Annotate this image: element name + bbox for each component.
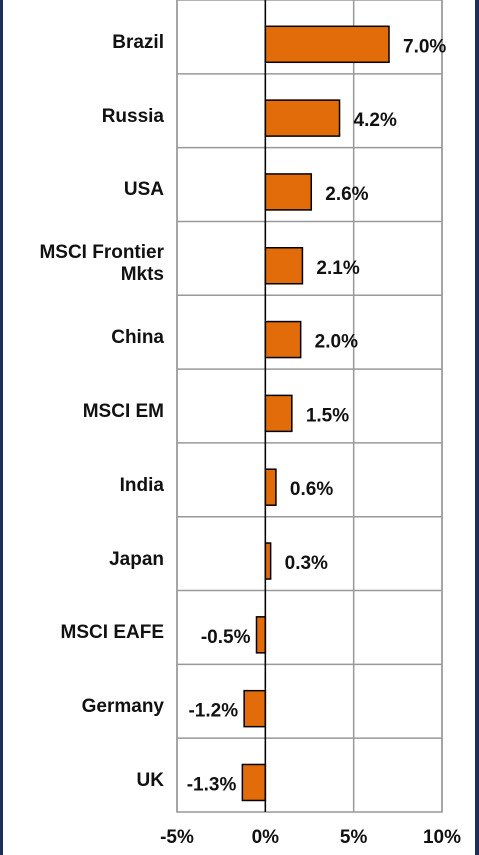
x-tick-label: 10%	[423, 827, 461, 848]
x-tick-label: 5%	[340, 827, 368, 848]
value-label: 7.0%	[403, 36, 446, 57]
bar	[264, 394, 293, 433]
value-label: 2.0%	[315, 332, 358, 353]
bar	[255, 616, 267, 654]
right-border	[475, 0, 479, 855]
category-label: China	[111, 327, 164, 349]
value-label: 0.6%	[290, 479, 333, 500]
category-label: India	[119, 474, 164, 496]
value-label: 2.6%	[325, 184, 368, 205]
bar	[264, 173, 313, 211]
bar	[264, 320, 302, 359]
value-label: -0.5%	[201, 627, 251, 648]
category-label: Germany	[81, 696, 164, 718]
bar	[264, 99, 341, 137]
value-label: 4.2%	[354, 110, 397, 131]
value-label: 0.3%	[285, 553, 328, 574]
bar	[264, 25, 390, 64]
bar	[264, 246, 304, 285]
bar	[264, 468, 277, 506]
category-label: MSCI EM	[82, 400, 164, 422]
value-label: -1.2%	[188, 701, 238, 722]
value-label: -1.3%	[187, 774, 237, 795]
category-label: Japan	[109, 548, 164, 570]
value-label: 2.1%	[316, 258, 359, 279]
category-label: Russia	[101, 105, 164, 127]
category-label: Brazil	[112, 31, 164, 53]
x-tick-label: 0%	[252, 827, 280, 848]
bar	[264, 542, 272, 580]
bar	[243, 689, 267, 728]
x-tick-label: -5%	[160, 827, 194, 848]
category-label: USA	[123, 179, 164, 201]
bar	[241, 763, 267, 802]
category-label: UK	[136, 769, 164, 791]
category-label: MSCI EAFE	[60, 622, 164, 644]
category-label: MSCI Frontier Mkts	[39, 242, 164, 286]
left-border	[0, 0, 3, 855]
value-label: 1.5%	[306, 405, 349, 426]
